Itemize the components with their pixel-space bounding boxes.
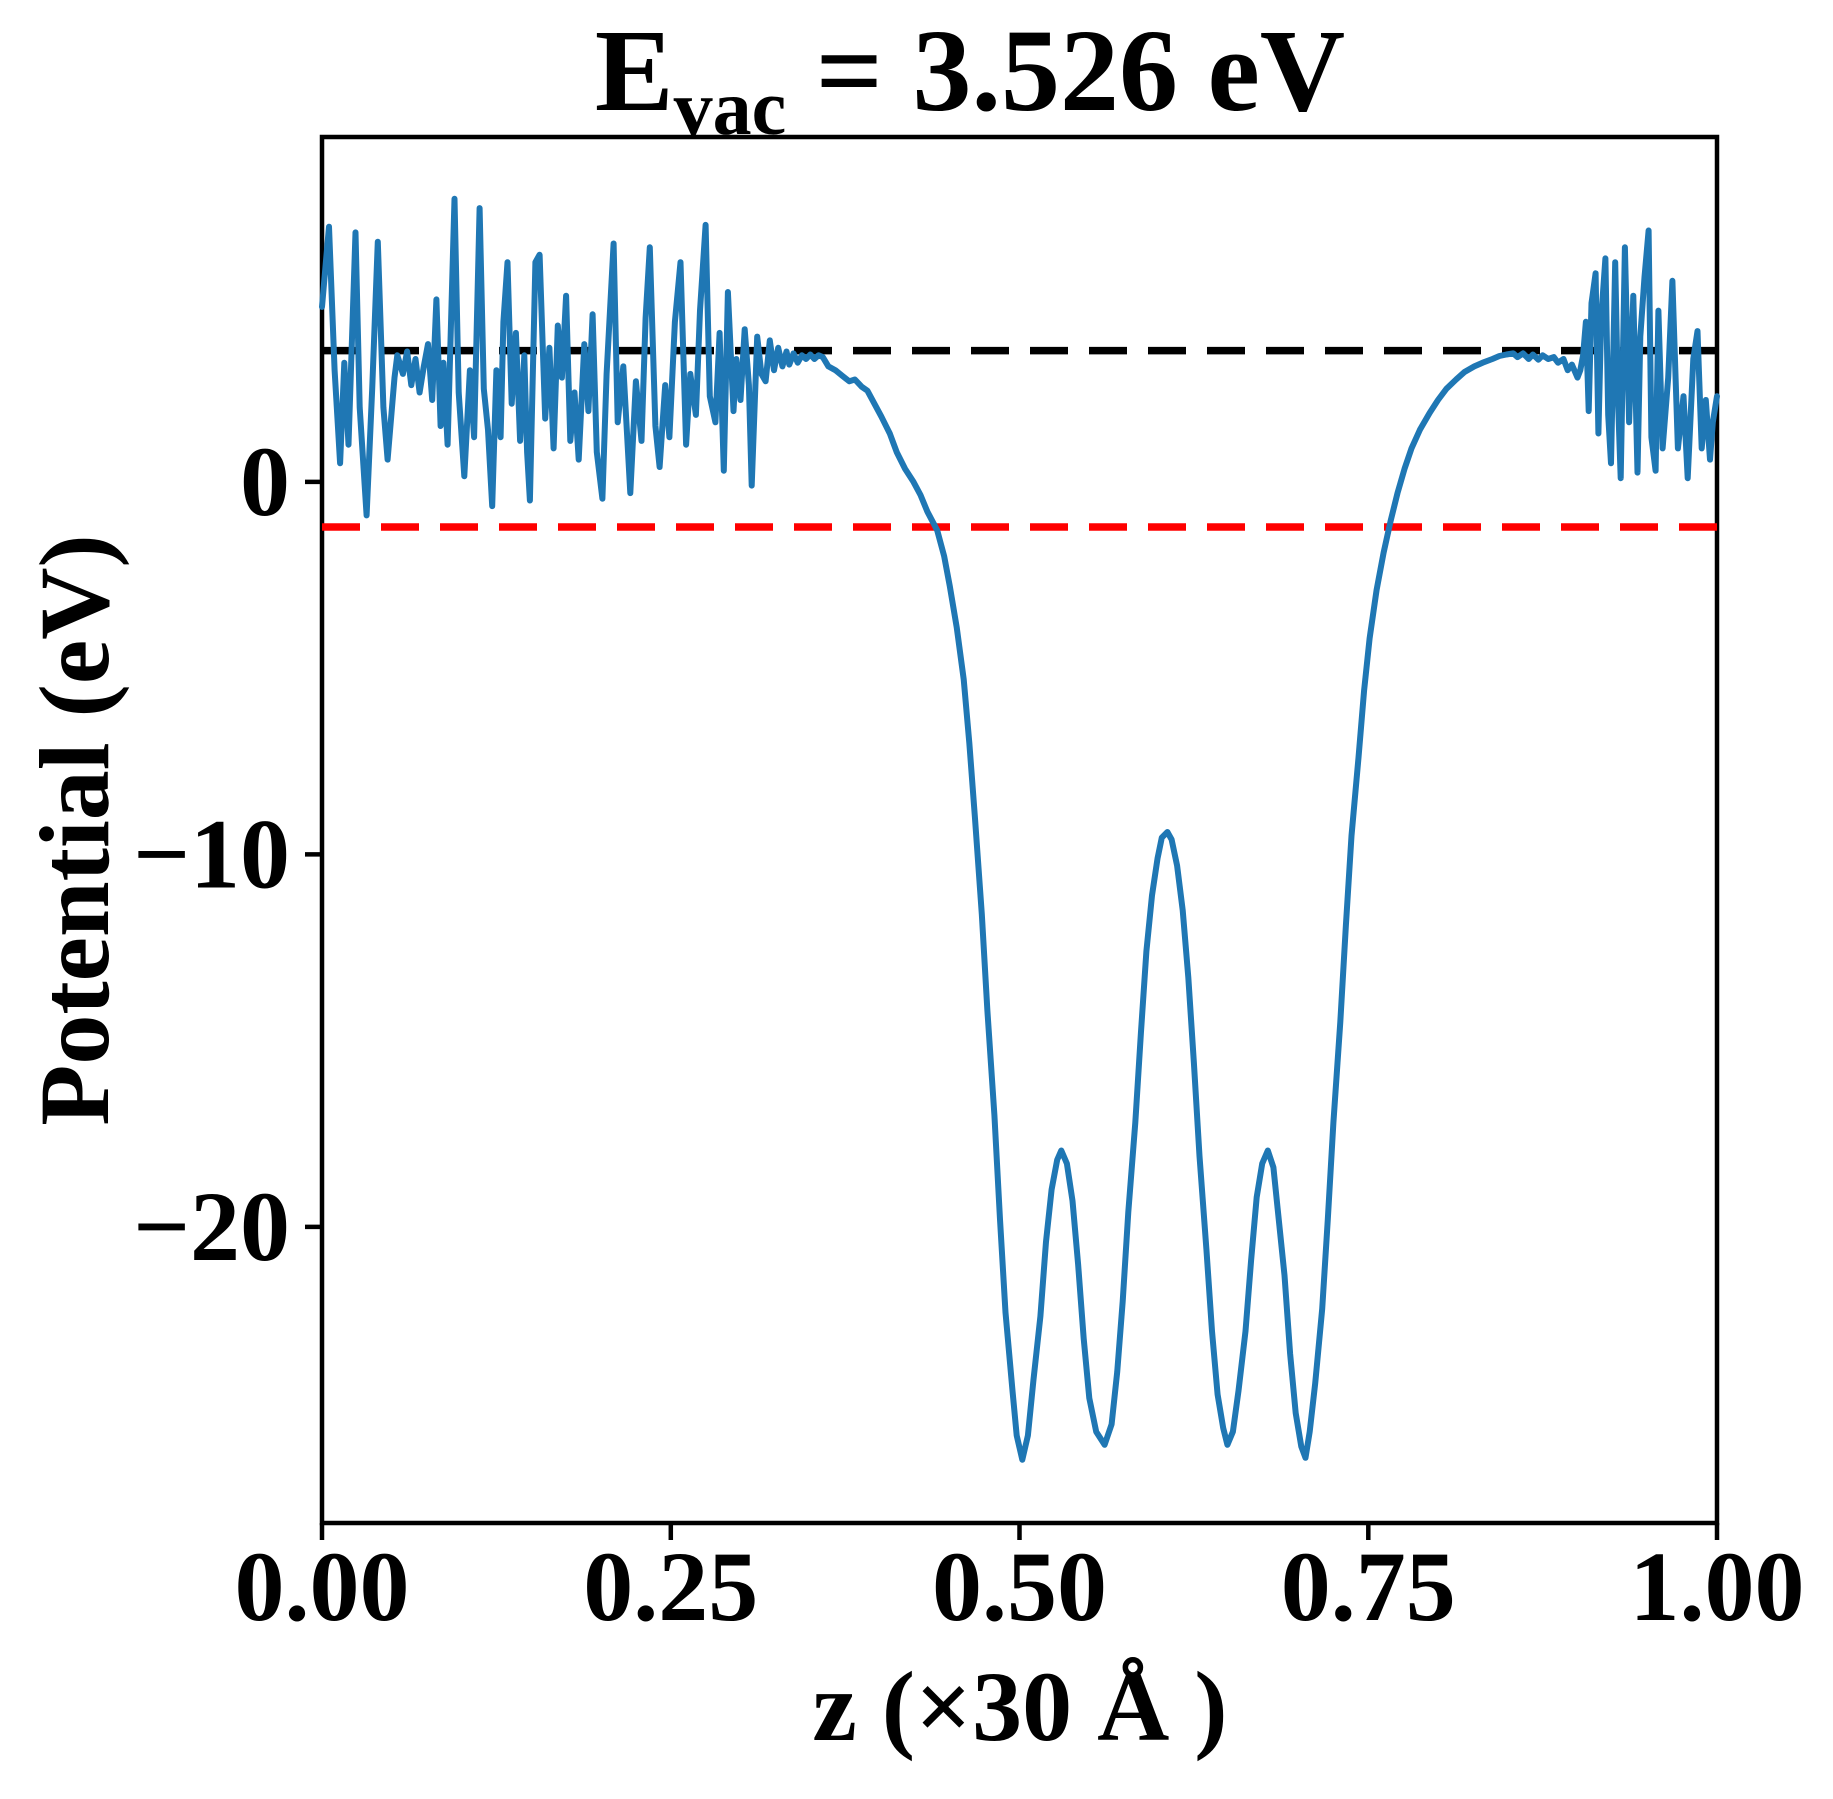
title-value: = 3.526 eV (786, 5, 1345, 136)
potential-curve (319, 195, 1720, 1463)
y-axis-ticks: 0 −10 −20 (133, 426, 322, 1282)
plot-title: Evac = 3.526 eV (595, 5, 1345, 151)
y-tick-label: 0 (240, 426, 290, 537)
x-tick-label: 0.25 (583, 1531, 758, 1642)
title-subscript: vac (674, 64, 787, 151)
y-axis-label: Potential (eV) (19, 534, 130, 1125)
y-tick-label: −10 (133, 798, 290, 909)
x-tick-label: 0.00 (235, 1531, 410, 1642)
x-axis-ticks: 0.00 0.25 0.50 0.75 1.00 (235, 1523, 1805, 1642)
x-tick-label: 1.00 (1630, 1531, 1805, 1642)
y-tick-label: −20 (133, 1171, 290, 1282)
x-axis-label: z (×30 Å ) (812, 1651, 1227, 1762)
x-tick-label: 0.75 (1281, 1531, 1456, 1642)
x-tick-label: 0.50 (932, 1531, 1107, 1642)
title-symbol: E (595, 5, 674, 136)
